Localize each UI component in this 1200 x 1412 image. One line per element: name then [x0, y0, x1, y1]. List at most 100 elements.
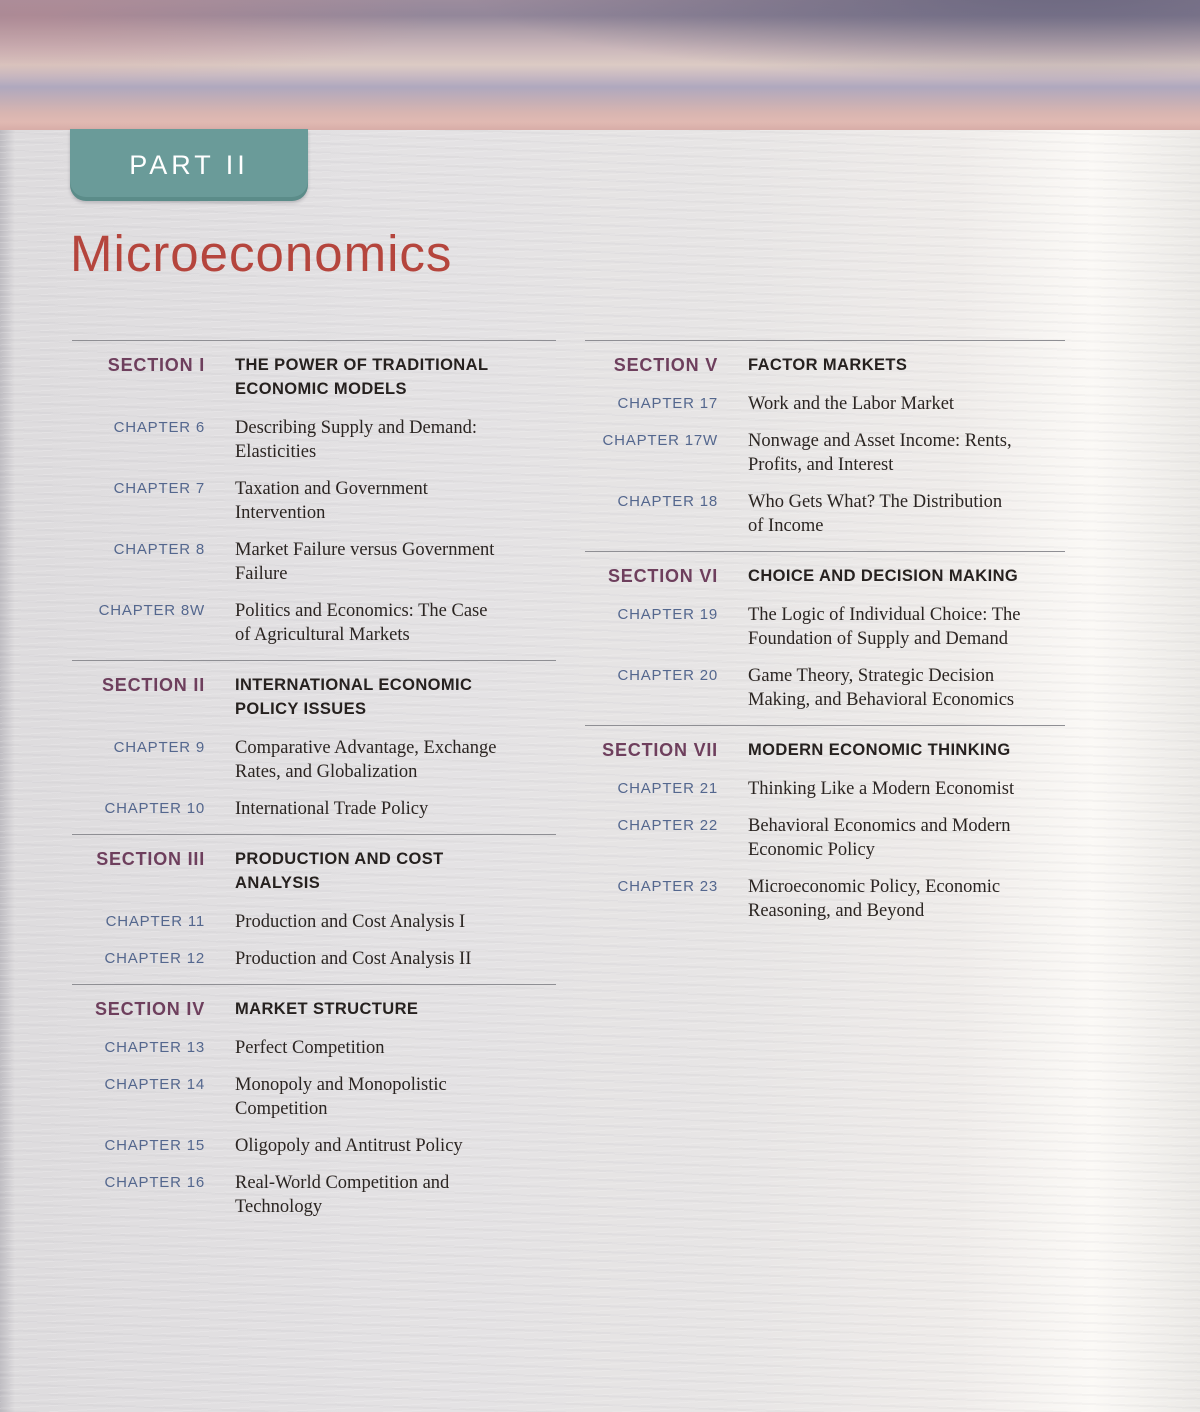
toc-section-1: SECTION I THE POWER OF TRADITIONAL ECONO… [72, 340, 556, 647]
chapter-title: Nonwage and Asset Income: Rents, Profits… [748, 431, 1012, 475]
section-divider [585, 725, 1065, 726]
chapter-title: Microeconomic Policy, Economic Reasoning… [748, 877, 1001, 921]
chapter-label: CHAPTER 7 [113, 480, 205, 497]
toc-section-6: SECTION VI CHOICE AND DECISION MAKING CH… [585, 551, 1065, 712]
section-title: MODERN ECONOMIC THINKING [748, 741, 1011, 759]
chapter-label: CHAPTER 6 [113, 419, 205, 436]
section-divider [72, 340, 556, 341]
chapter-title: Comparative Advantage, Exchange Rates, a… [235, 738, 497, 782]
chapter-row: CHAPTER 8W Politics and Economics: The C… [72, 599, 556, 647]
chapter-row: CHAPTER 10 International Trade Policy [72, 797, 556, 821]
chapter-row: CHAPTER 18 Who Gets What? The Distributi… [585, 490, 1065, 538]
chapter-row: CHAPTER 20 Game Theory, Strategic Decisi… [585, 664, 1065, 712]
toc-column-right: SECTION V FACTOR MARKETS CHAPTER 17 Work… [585, 340, 1065, 936]
chapter-label: CHAPTER 11 [105, 913, 205, 930]
section-title: THE POWER OF TRADITIONAL ECONOMIC MODELS [235, 356, 489, 398]
section-header-row: SECTION II INTERNATIONAL ECONOMIC POLICY… [72, 673, 556, 721]
chapter-label: CHAPTER 9 [113, 739, 205, 756]
chapter-title: Oligopoly and Antitrust Policy [235, 1136, 463, 1156]
chapter-row: CHAPTER 19 The Logic of Individual Choic… [585, 603, 1065, 651]
chapter-title: Game Theory, Strategic Decision Making, … [748, 666, 1015, 710]
section-divider [72, 660, 556, 661]
section-label: SECTION III [96, 849, 205, 869]
section-divider [585, 340, 1065, 341]
chapter-title: Monopoly and Monopolistic Competition [235, 1075, 447, 1119]
header-sunset-photo [0, 0, 1200, 130]
section-title: INTERNATIONAL ECONOMIC POLICY ISSUES [235, 676, 473, 718]
chapter-label: CHAPTER 20 [617, 667, 718, 684]
section-title: FACTOR MARKETS [748, 356, 908, 374]
section-label: SECTION VI [607, 566, 718, 586]
chapter-row: CHAPTER 21 Thinking Like a Modern Econom… [585, 777, 1065, 801]
toc-section-5: SECTION V FACTOR MARKETS CHAPTER 17 Work… [585, 340, 1065, 538]
chapter-label: CHAPTER 17W [602, 432, 718, 449]
chapter-label: CHAPTER 23 [617, 878, 718, 895]
chapter-label: CHAPTER 12 [104, 950, 205, 967]
chapter-title: Thinking Like a Modern Economist [748, 779, 1015, 799]
part-label: PART II [129, 149, 249, 180]
chapter-label: CHAPTER 21 [617, 780, 718, 797]
section-header-row: SECTION V FACTOR MARKETS [585, 353, 1065, 377]
section-label: SECTION I [107, 355, 205, 375]
chapter-row: CHAPTER 9 Comparative Advantage, Exchang… [72, 736, 556, 784]
chapter-label: CHAPTER 13 [104, 1039, 205, 1056]
toc-section-2: SECTION II INTERNATIONAL ECONOMIC POLICY… [72, 660, 556, 821]
chapter-title: International Trade Policy [235, 799, 429, 819]
section-divider [585, 551, 1065, 552]
chapter-title: Politics and Economics: The Case of Agri… [235, 601, 488, 645]
section-divider [72, 834, 556, 835]
toc-section-4: SECTION IV MARKET STRUCTURE CHAPTER 13 P… [72, 984, 556, 1219]
page-title: Microeconomics [70, 225, 453, 282]
chapter-label: CHAPTER 8 [113, 541, 205, 558]
section-title: PRODUCTION AND COST ANALYSIS [235, 850, 444, 892]
chapter-title: Perfect Competition [235, 1038, 385, 1058]
chapter-label: CHAPTER 16 [104, 1174, 205, 1191]
chapter-label: CHAPTER 10 [104, 800, 205, 817]
chapter-title: Production and Cost Analysis II [235, 949, 472, 969]
chapter-row: CHAPTER 22 Behavioral Economics and Mode… [585, 814, 1065, 862]
chapter-row: CHAPTER 7 Taxation and Government Interv… [72, 477, 556, 525]
section-header-row: SECTION I THE POWER OF TRADITIONAL ECONO… [72, 353, 556, 401]
chapter-label: CHAPTER 14 [104, 1076, 205, 1093]
chapter-label: CHAPTER 22 [617, 817, 718, 834]
section-label: SECTION V [613, 355, 718, 375]
chapter-label: CHAPTER 15 [104, 1137, 205, 1154]
chapter-row: CHAPTER 14 Monopoly and Monopolistic Com… [72, 1073, 556, 1121]
section-header-row: SECTION VI CHOICE AND DECISION MAKING [585, 564, 1065, 588]
chapter-title: Taxation and Government Intervention [235, 479, 428, 523]
chapter-title: Describing Supply and Demand: Elasticiti… [235, 418, 477, 462]
chapter-label: CHAPTER 19 [617, 606, 718, 623]
section-header-row: SECTION VII MODERN ECONOMIC THINKING [585, 738, 1065, 762]
chapter-title: Work and the Labor Market [748, 394, 955, 414]
chapter-row: CHAPTER 13 Perfect Competition [72, 1036, 556, 1060]
chapter-title: Market Failure versus Government Failure [235, 540, 495, 584]
chapter-title: Production and Cost Analysis I [235, 912, 466, 932]
chapter-row: CHAPTER 17 Work and the Labor Market [585, 392, 1065, 416]
part-tab: PART II [70, 129, 308, 201]
chapter-row: CHAPTER 12 Production and Cost Analysis … [72, 947, 556, 971]
chapter-title: The Logic of Individual Choice: The Foun… [748, 605, 1021, 649]
chapter-row: CHAPTER 6 Describing Supply and Demand: … [72, 416, 556, 464]
toc-columns: SECTION I THE POWER OF TRADITIONAL ECONO… [72, 340, 1065, 1232]
section-header-row: SECTION III PRODUCTION AND COST ANALYSIS [72, 847, 556, 895]
chapter-title: Who Gets What? The Distribution of Incom… [748, 492, 1003, 536]
section-divider [72, 984, 556, 985]
chapter-row: CHAPTER 17W Nonwage and Asset Income: Re… [585, 429, 1065, 477]
section-title: CHOICE AND DECISION MAKING [748, 567, 1019, 585]
toc-section-7: SECTION VII MODERN ECONOMIC THINKING CHA… [585, 725, 1065, 923]
section-title: MARKET STRUCTURE [235, 1000, 419, 1018]
chapter-label: CHAPTER 18 [617, 493, 718, 510]
chapter-row: CHAPTER 15 Oligopoly and Antitrust Polic… [72, 1134, 556, 1158]
chapter-title: Behavioral Economics and Modern Economic… [748, 816, 1011, 860]
section-label: SECTION II [101, 675, 205, 695]
chapter-row: CHAPTER 16 Real-World Competition and Te… [72, 1171, 556, 1219]
chapter-label: CHAPTER 17 [617, 395, 718, 412]
chapter-row: CHAPTER 23 Microeconomic Policy, Economi… [585, 875, 1065, 923]
toc-section-3: SECTION III PRODUCTION AND COST ANALYSIS… [72, 834, 556, 971]
section-label: SECTION IV [94, 999, 205, 1019]
chapter-label: CHAPTER 8W [98, 602, 205, 619]
chapter-title: Real-World Competition and Technology [235, 1173, 450, 1217]
chapter-row: CHAPTER 8 Market Failure versus Governme… [72, 538, 556, 586]
section-header-row: SECTION IV MARKET STRUCTURE [72, 997, 556, 1021]
